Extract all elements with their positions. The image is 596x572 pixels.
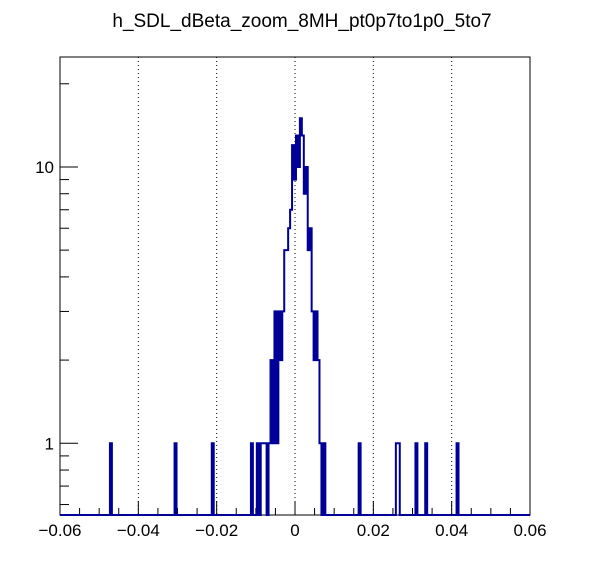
x-tick-label: 0.06 <box>513 521 546 540</box>
chart-title: h_SDL_dBeta_zoom_8MH_pt0p7to1p0_5to7 <box>112 11 491 32</box>
x-tick-label: 0 <box>290 521 299 540</box>
x-tick-label: −0.02 <box>195 521 238 540</box>
x-tick-label: −0.04 <box>117 521 160 540</box>
x-tick-label: 0.04 <box>435 521 468 540</box>
y-axis-tick-labels: 1 10 <box>35 158 54 453</box>
x-axis-tick-labels: −0.06 −0.04 −0.02 0 0.02 0.04 0.06 <box>38 521 546 540</box>
y-tick-label: 1 <box>45 434 54 453</box>
x-tick-label: −0.06 <box>38 521 81 540</box>
y-tick-label: 10 <box>35 158 54 177</box>
histogram-series <box>60 117 530 516</box>
x-gridlines <box>137 57 453 515</box>
x-tick-label: 0.02 <box>357 521 390 540</box>
